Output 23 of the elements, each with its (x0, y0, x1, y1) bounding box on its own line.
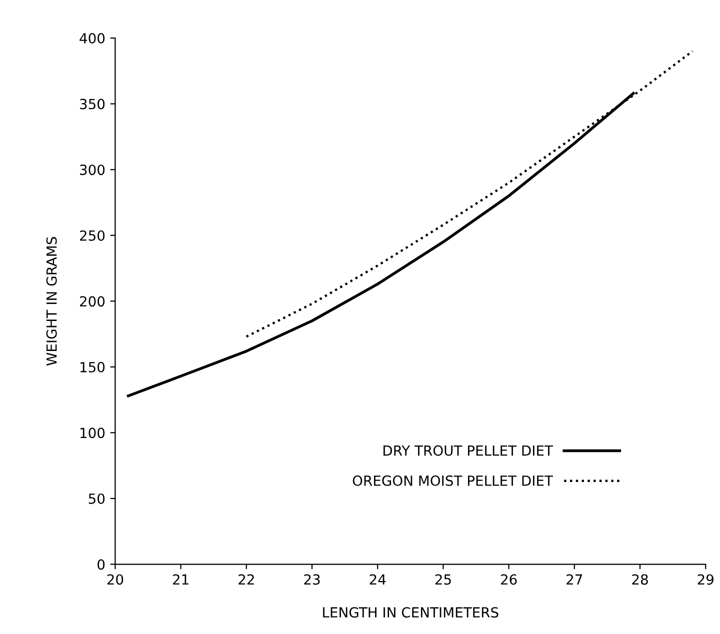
y-tick-label: 400 (80, 33, 105, 44)
x-tick-label: 26 (500, 574, 517, 585)
y-tick-label: 50 (88, 493, 105, 504)
x-tick-label: 28 (632, 574, 648, 585)
x-tick-label: 20 (107, 574, 124, 585)
y-tick-label: 0 (98, 559, 105, 570)
y-tick-label: 300 (80, 164, 105, 176)
y-axis-title: WEIGHT IN GRAMS (46, 237, 57, 366)
y-tick-label: 150 (80, 362, 105, 372)
x-tick-label: 22 (238, 574, 254, 585)
y-tick-label: 200 (80, 296, 105, 307)
x-tick-label: 21 (172, 574, 188, 585)
x-tick-label: 29 (698, 574, 714, 585)
legend-label: OREGON MOIST PELLET DIET (352, 475, 554, 486)
y-tick-label: 250 (80, 230, 105, 241)
y-tick-label: 350 (80, 98, 105, 110)
x-axis-title: LENGTH IN CENTIMETERS (323, 607, 498, 618)
x-tick-label: 24 (370, 574, 386, 585)
x-tick-label: 27 (566, 574, 582, 585)
y-tick-label: 100 (80, 428, 105, 438)
x-tick-label: 25 (435, 574, 451, 585)
x-tick-label: 23 (304, 574, 320, 585)
legend-label: DRY TROUT PELLET DIET (384, 445, 554, 456)
